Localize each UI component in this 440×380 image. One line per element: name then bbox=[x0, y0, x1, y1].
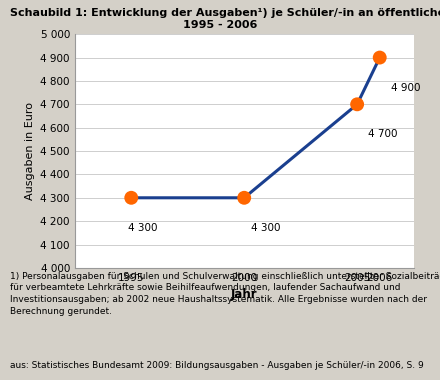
X-axis label: Jahr: Jahr bbox=[231, 288, 257, 301]
Text: Schaubild 1: Entwicklung der Ausgaben¹) je Schüler/-in an öffentlichen Schulen: Schaubild 1: Entwicklung der Ausgaben¹) … bbox=[10, 8, 440, 18]
Text: 4 900: 4 900 bbox=[391, 82, 420, 93]
Text: 4 300: 4 300 bbox=[128, 223, 158, 233]
Text: aus: Statistisches Bundesamt 2009: Bildungsausgaben - Ausgaben je Schüler/-in 20: aus: Statistisches Bundesamt 2009: Bildu… bbox=[10, 361, 423, 370]
Text: 1) Personalausgaben für Schulen und Schulverwaltung einschließlich unterstellter: 1) Personalausgaben für Schulen und Schu… bbox=[10, 272, 440, 316]
Point bbox=[241, 195, 248, 201]
Point bbox=[354, 101, 361, 107]
Text: 4 300: 4 300 bbox=[251, 223, 281, 233]
Y-axis label: Ausgaben in Euro: Ausgaben in Euro bbox=[25, 102, 35, 200]
Text: 4 700: 4 700 bbox=[368, 129, 398, 139]
Point bbox=[376, 54, 383, 60]
Point bbox=[128, 195, 135, 201]
Text: 1995 - 2006: 1995 - 2006 bbox=[183, 20, 257, 30]
